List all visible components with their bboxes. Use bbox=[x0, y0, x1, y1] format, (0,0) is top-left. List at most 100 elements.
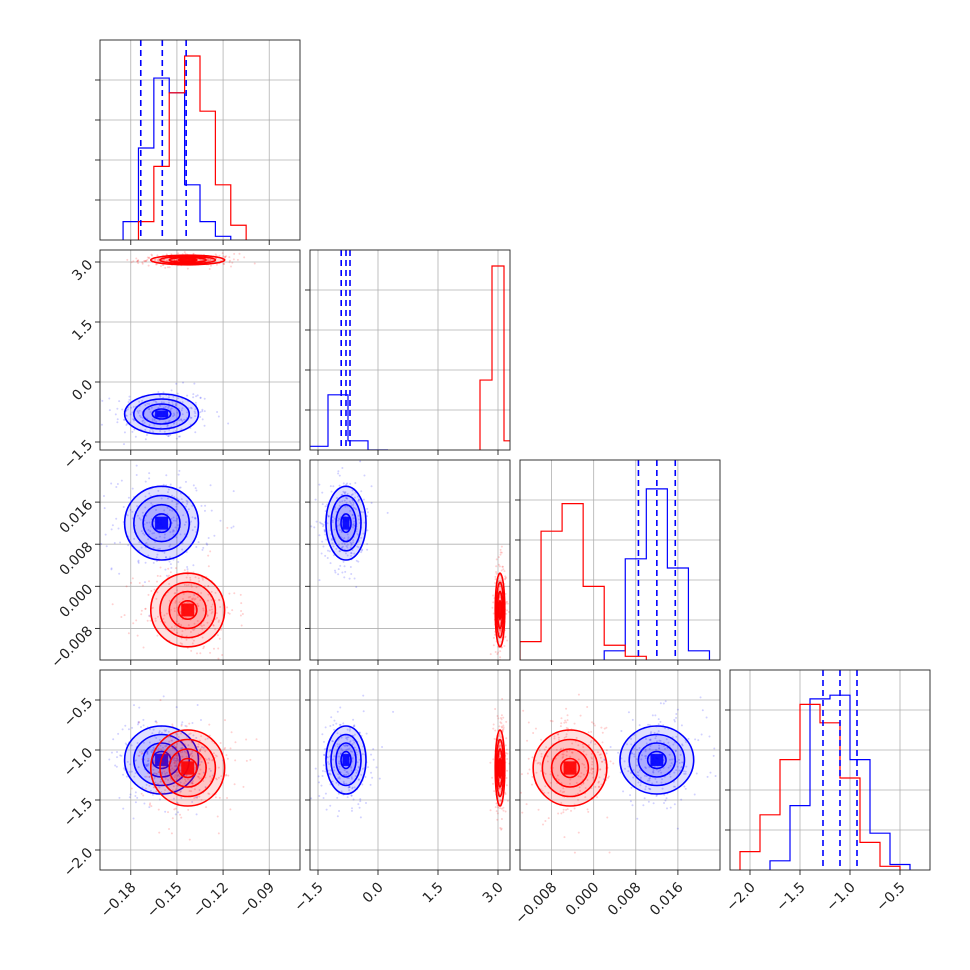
sample-point bbox=[330, 490, 333, 493]
sample-point bbox=[158, 731, 161, 734]
sample-point bbox=[190, 790, 193, 793]
sample-point bbox=[350, 777, 353, 780]
sample-point bbox=[196, 652, 199, 655]
sample-point bbox=[185, 505, 188, 508]
sample-point bbox=[114, 764, 117, 767]
sample-point bbox=[357, 499, 360, 502]
sample-point bbox=[567, 727, 570, 730]
sample-point bbox=[357, 500, 360, 503]
sample-point bbox=[141, 420, 144, 423]
sample-point bbox=[492, 727, 495, 730]
sample-point bbox=[174, 788, 177, 791]
sample-point bbox=[350, 552, 353, 555]
y-tick-label: 0.000 bbox=[57, 581, 97, 621]
sample-point bbox=[350, 543, 353, 546]
sample-point bbox=[345, 737, 348, 740]
sample-point bbox=[608, 851, 611, 854]
sample-point bbox=[592, 776, 595, 779]
sample-point bbox=[187, 744, 190, 747]
sample-point bbox=[645, 754, 648, 757]
sample-point bbox=[366, 511, 369, 514]
sample-point bbox=[337, 519, 340, 522]
sample-point bbox=[493, 737, 496, 740]
sample-point bbox=[108, 397, 111, 400]
sample-point bbox=[193, 526, 196, 529]
sample-point bbox=[143, 260, 146, 263]
sample-point bbox=[226, 797, 229, 800]
contour-line bbox=[151, 513, 172, 534]
sample-point bbox=[127, 496, 130, 499]
sample-point bbox=[362, 511, 365, 514]
sample-point bbox=[652, 771, 655, 774]
sample-point bbox=[253, 262, 256, 265]
sample-point bbox=[636, 817, 639, 820]
sample-point bbox=[660, 781, 663, 784]
sample-point bbox=[562, 747, 565, 750]
sample-point bbox=[325, 808, 328, 811]
gridlines bbox=[520, 460, 720, 660]
sample-point bbox=[158, 786, 161, 789]
sample-point bbox=[339, 550, 342, 553]
sample-point bbox=[350, 554, 353, 557]
sample-point bbox=[188, 790, 191, 793]
sample-point bbox=[156, 634, 159, 637]
sample-point bbox=[338, 550, 341, 553]
sample-point bbox=[154, 720, 157, 723]
sample-point bbox=[371, 776, 374, 779]
sample-point bbox=[179, 611, 182, 614]
sample-point bbox=[233, 592, 236, 595]
sample-point bbox=[356, 495, 359, 498]
sample-point bbox=[682, 770, 685, 773]
sample-point bbox=[496, 714, 499, 717]
sample-point bbox=[193, 382, 196, 385]
sample-point bbox=[136, 634, 139, 637]
sample-point bbox=[166, 425, 169, 428]
sample-point bbox=[498, 744, 501, 747]
sample-point bbox=[137, 754, 140, 757]
sample-point bbox=[498, 585, 501, 588]
sample-point bbox=[668, 753, 671, 756]
sample-point bbox=[153, 419, 156, 422]
sample-point bbox=[239, 614, 242, 617]
sample-point bbox=[198, 739, 201, 742]
sample-point bbox=[114, 413, 117, 416]
sample-point bbox=[556, 774, 559, 777]
sample-point bbox=[712, 754, 715, 757]
sample-point bbox=[174, 761, 177, 764]
sample-point bbox=[210, 590, 213, 593]
sample-point bbox=[199, 396, 202, 399]
sample-point bbox=[358, 778, 361, 781]
sample-point bbox=[144, 404, 147, 407]
sample-point bbox=[194, 408, 197, 411]
sample-point bbox=[110, 482, 113, 485]
sample-point bbox=[150, 253, 153, 256]
sample-point bbox=[632, 768, 635, 771]
sample-point bbox=[160, 748, 163, 751]
sample-point bbox=[583, 763, 586, 766]
sample-point bbox=[144, 480, 147, 483]
sample-point bbox=[108, 409, 111, 412]
sample-point bbox=[674, 749, 677, 752]
sample-point bbox=[541, 789, 544, 792]
sample-point bbox=[589, 741, 592, 744]
sample-point bbox=[193, 607, 196, 610]
sample-point bbox=[152, 786, 155, 789]
sample-point bbox=[591, 760, 594, 763]
density-peak bbox=[181, 603, 195, 617]
sample-point bbox=[566, 750, 569, 753]
sample-point bbox=[142, 741, 145, 744]
sample-point bbox=[499, 799, 502, 802]
sample-point bbox=[191, 504, 194, 507]
sample-point bbox=[657, 723, 660, 726]
sample-point bbox=[169, 735, 172, 738]
sample-point bbox=[126, 258, 129, 261]
sample-point bbox=[163, 621, 166, 624]
sample-point bbox=[351, 786, 354, 789]
contour-line bbox=[142, 403, 181, 425]
sample-point bbox=[346, 492, 349, 495]
sample-point bbox=[185, 755, 188, 758]
sample-point bbox=[658, 747, 661, 750]
sample-point bbox=[148, 521, 151, 524]
sample-point bbox=[199, 757, 202, 760]
sample-point bbox=[137, 560, 140, 563]
